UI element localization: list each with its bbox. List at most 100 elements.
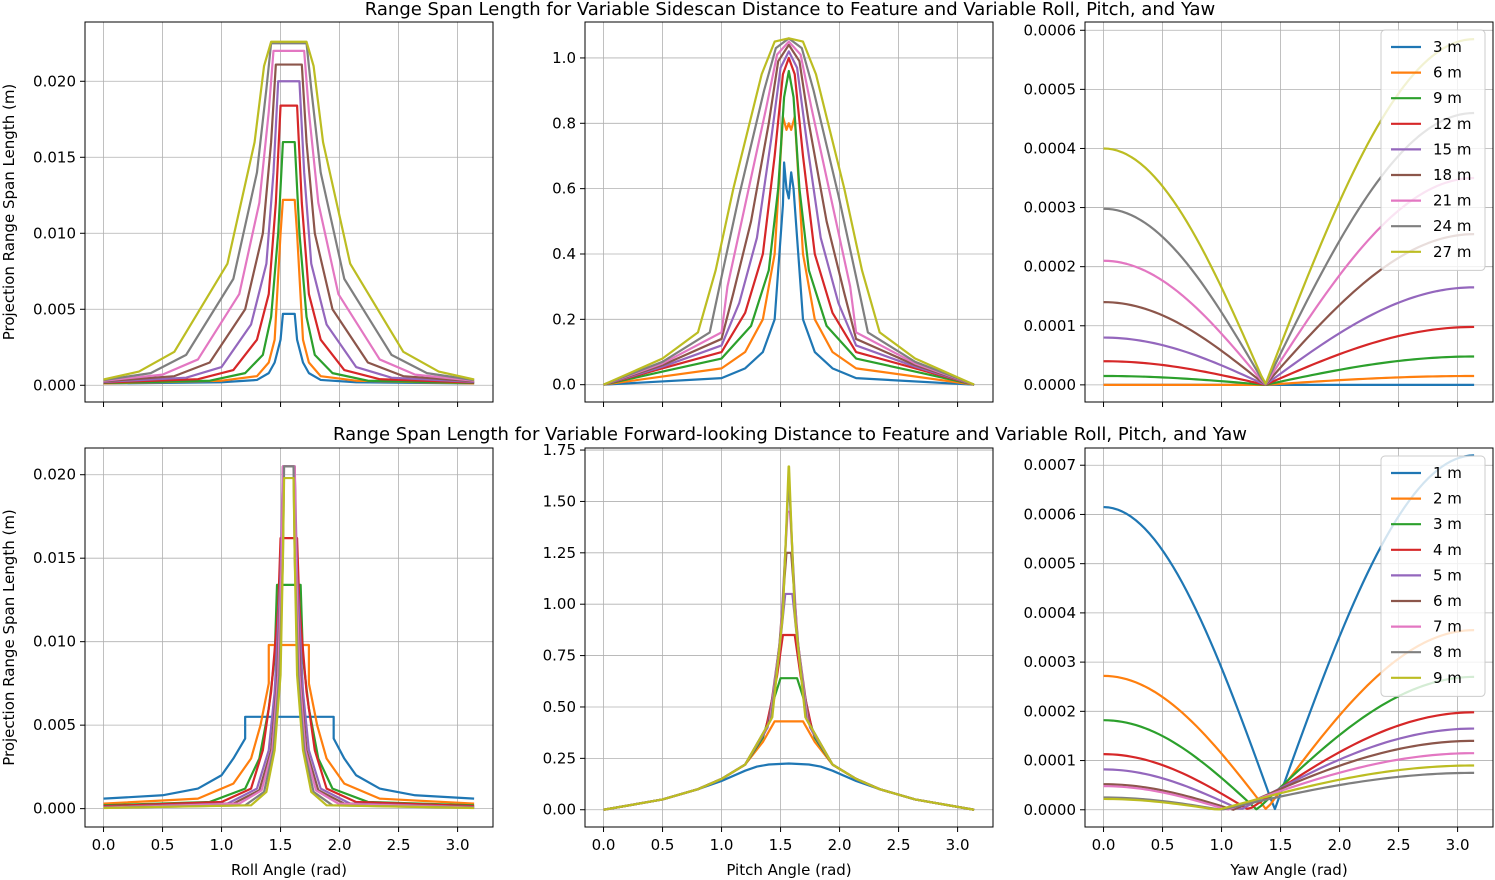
y-tick-label: 0.000 [33,376,76,394]
series-line-24m [103,42,475,382]
series-line-6m [1103,739,1475,811]
x-axis-label: Yaw Angle (rad) [1229,861,1347,879]
y-tick-label: 0.020 [33,466,76,484]
series-line-9m [603,69,975,386]
legend-label: 9 m [1433,89,1462,107]
series-line-9m [103,476,475,810]
series-line-6m [1103,374,1475,386]
x-tick-label: 1.5 [769,836,793,854]
y-tick-label: 0.0004 [1024,604,1077,622]
x-tick-label: 2.0 [828,836,852,854]
axes-frame [1084,447,1494,828]
legend-label: 3 m [1433,38,1462,56]
y-tick-label: 0.0005 [1024,555,1077,573]
y-tick-label: 0.50 [543,698,576,716]
series-line-27m [103,40,475,381]
series-line-3m [103,583,475,807]
legend-label: 2 m [1433,490,1462,508]
x-tick-label: 0.0 [92,836,116,854]
series-group [103,40,475,385]
y-tick-label: 1.25 [543,544,576,562]
x-tick-label: 2.5 [887,836,911,854]
legend-label: 6 m [1433,592,1462,610]
y-tick-label: 0.005 [33,300,76,318]
panel-yaw-forward: 0.0 0.5 1.0 1.5 2.0 2.5 3.0 0.0000 0.0001 0.0002 0… [1024,447,1494,879]
axes-frame [84,447,494,828]
y-tick-label: 0.75 [543,647,576,665]
series-group [103,465,475,810]
axes-frame [584,447,994,828]
y-tick-label: 0.010 [33,224,76,242]
row-title-forward-looking: Range Span Length for Variable Forward-l… [333,424,1247,445]
legend: 3 m 6 m 9 m 12 m 15 m 18 m 21 m 24 m 27 m [1380,29,1486,271]
y-tick-label: 0.0005 [1024,80,1077,98]
series-line-15m [603,50,975,386]
series-line-8m [103,465,475,809]
y-tick-label: 0.25 [543,749,576,767]
legend-label: 6 m [1433,64,1462,82]
series-line-15m [103,80,475,384]
x-tick-label: 1.5 [1269,836,1293,854]
panel-pitch-sidescan: 0.0 0.2 0.4 0.6 0.8 1.0 [552,21,994,407]
y-tick-label: 0.015 [33,549,76,567]
x-tick-label: 2.0 [328,836,352,854]
legend-label: 18 m [1433,166,1471,184]
series-group [603,37,975,386]
y-tick-label: 0.0006 [1024,505,1077,523]
y-tick-label: 0.4 [552,245,576,263]
x-tick-label: 0.0 [592,836,616,854]
y-tick-label: 0.020 [33,72,76,90]
legend-label: 21 m [1433,192,1471,210]
legend-label: 4 m [1433,541,1462,559]
y-tick-label: 0.0003 [1024,199,1077,217]
axes-frame [584,21,994,403]
y-tick-label: 0.0002 [1024,702,1077,720]
y-tick-label: 1.75 [543,441,576,459]
y-tick-label: 0.0001 [1024,752,1077,770]
legend: 1 m 2 m 3 m 4 m 5 m 6 m 7 m 8 m 9 m [1380,455,1486,697]
series-line-21m [603,40,975,386]
y-tick-label: 0.005 [33,716,76,734]
legend-label: 27 m [1433,243,1471,261]
legend-label: 1 m [1433,464,1462,482]
series-line-4m [103,537,475,808]
series-line-2m [103,643,475,805]
y-tick-label: 0.0 [552,376,576,394]
x-tick-label: 2.5 [1387,836,1411,854]
series-line-18m [103,63,475,383]
x-tick-label: 3.0 [446,836,470,854]
x-tick-label: 1.0 [210,836,234,854]
series-line-6m [603,115,975,386]
series-line-9m [1103,355,1475,386]
y-tick-label: 0.0000 [1024,376,1077,394]
y-tick-label: 0.0001 [1024,317,1077,335]
panel-roll-forward: 0.0 0.5 1.0 1.5 2.0 2.5 3.0 0.000 0.005 0.010 0.01… [0,447,494,879]
x-axis-label: Roll Angle (rad) [231,861,347,879]
panel-yaw-sidescan: 0.0000 0.0001 0.0002 0.0003 0.0004 0.0005 0.00… [1024,21,1494,407]
x-tick-label: 1.5 [269,836,293,854]
legend-label: 3 m [1433,515,1462,533]
x-tick-label: 0.5 [151,836,175,854]
y-tick-label: 0.0002 [1024,258,1077,276]
series-line-15m [1103,286,1475,386]
series-line-12m [603,56,975,386]
y-tick-label: 0.0004 [1024,139,1077,157]
y-axis-label: Projection Range Span Length (m) [0,509,18,766]
y-tick-label: 0.0006 [1024,21,1077,39]
legend-box [1380,455,1486,697]
series-line-8m [1103,771,1475,811]
panel-pitch-forward: 0.0 0.5 1.0 1.5 2.0 2.5 3.0 0.00 0.25 0.50 0.75 1.0… [543,441,994,879]
x-tick-label: 1.0 [710,836,734,854]
row-title-sidescan: Range Span Length for Variable Sidescan … [365,0,1215,20]
series-line-3m [103,312,475,385]
y-tick-label: 1.0 [552,49,576,67]
y-tick-label: 1.00 [543,595,576,613]
series-line-6m [103,198,475,385]
x-tick-label: 3.0 [946,836,970,854]
legend-label: 24 m [1433,217,1471,235]
legend-label: 12 m [1433,115,1471,133]
series-line-3m [603,161,975,386]
series-line-12m [103,104,475,384]
series-line-18m [603,43,975,386]
